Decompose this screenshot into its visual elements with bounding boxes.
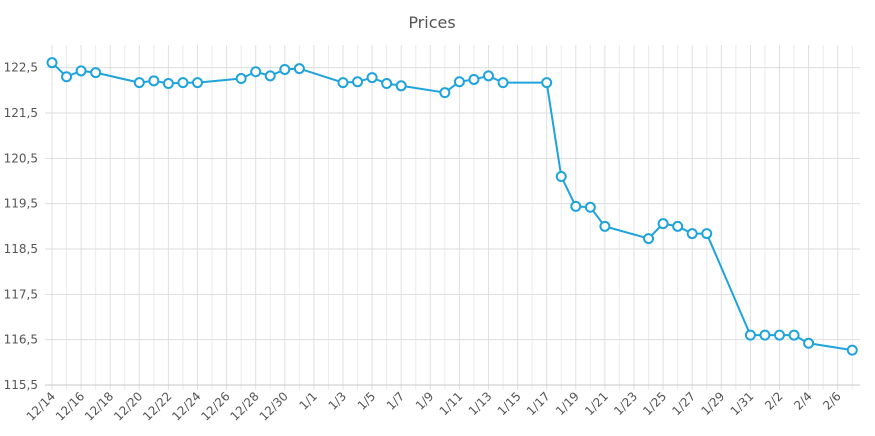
data-point[interactable] <box>61 71 73 83</box>
x-tick-label: 12/22 <box>140 389 174 423</box>
x-tick-label: 1/29 <box>698 389 727 418</box>
x-tick-label: 12/16 <box>53 389 87 423</box>
data-point[interactable] <box>46 57 58 69</box>
x-tick-label: 12/14 <box>24 389 58 423</box>
data-point[interactable] <box>468 73 480 85</box>
data-point[interactable] <box>541 77 553 89</box>
x-tick-label: 1/3 <box>326 389 350 413</box>
y-tick-label: 117,5 <box>4 287 38 301</box>
x-tick-label: 1/11 <box>437 389 466 418</box>
data-point[interactable] <box>846 344 858 356</box>
data-point[interactable] <box>235 73 247 85</box>
data-point[interactable] <box>759 329 771 341</box>
data-point[interactable] <box>584 201 596 213</box>
y-tick-label: 116,5 <box>4 333 38 347</box>
x-tick-label: 1/17 <box>524 389 553 418</box>
series-line <box>51 61 853 352</box>
x-tick-label: 1/23 <box>611 389 640 418</box>
y-tick-label: 120,5 <box>4 151 38 165</box>
data-point[interactable] <box>352 76 364 88</box>
x-tick-label: 1/7 <box>384 389 408 413</box>
data-point[interactable] <box>293 63 305 75</box>
data-point[interactable] <box>744 329 756 341</box>
x-tick-label: 1/5 <box>355 389 379 413</box>
x-tick-label: 1/9 <box>413 389 437 413</box>
x-tick-label: 1/31 <box>728 389 757 418</box>
data-point[interactable] <box>643 233 655 245</box>
x-tick-label: 12/30 <box>257 389 291 423</box>
data-point[interactable] <box>555 170 567 182</box>
x-tick-label: 2/4 <box>791 389 815 413</box>
data-point[interactable] <box>599 220 611 232</box>
x-tick-label: 12/24 <box>169 389 203 423</box>
x-tick-label: 1/19 <box>553 389 582 418</box>
data-point[interactable] <box>366 72 378 84</box>
series-prices <box>46 57 858 356</box>
data-point[interactable] <box>657 218 669 230</box>
x-tick-label: 1/15 <box>495 389 524 418</box>
data-point[interactable] <box>497 77 509 89</box>
data-point[interactable] <box>672 220 684 232</box>
data-point[interactable] <box>90 67 102 79</box>
x-tick-label: 1/1 <box>296 389 320 413</box>
data-point[interactable] <box>337 77 349 89</box>
x-tick-label: 12/20 <box>111 389 145 423</box>
data-point[interactable] <box>803 337 815 349</box>
chart-title: Prices <box>408 13 455 32</box>
data-point[interactable] <box>75 65 87 77</box>
data-point[interactable] <box>148 75 160 87</box>
data-point[interactable] <box>483 70 494 82</box>
x-tick-label: 12/18 <box>82 389 116 423</box>
data-point[interactable] <box>264 70 276 82</box>
data-point[interactable] <box>686 228 698 240</box>
data-point[interactable] <box>701 228 713 240</box>
data-point[interactable] <box>162 78 174 90</box>
data-point[interactable] <box>381 78 393 90</box>
data-point[interactable] <box>774 329 785 341</box>
y-tick-label: 122,5 <box>4 61 38 75</box>
x-tick-label: 2/2 <box>762 389 786 413</box>
data-point[interactable] <box>453 76 465 88</box>
data-point[interactable] <box>279 63 291 75</box>
x-tick-label: 2/6 <box>820 389 844 413</box>
y-axis: 115,5 116,5 117,5 118,5 119,5 120,5 121,5 122,5 <box>4 61 38 392</box>
x-axis: 12/1412/1612/1812/2012/2212/2412/2612/28… <box>24 389 844 423</box>
grid <box>45 45 860 390</box>
x-tick-label: 1/25 <box>640 389 669 418</box>
data-point[interactable] <box>395 80 407 92</box>
data-point[interactable] <box>250 66 262 78</box>
y-tick-label: 119,5 <box>4 197 38 211</box>
x-tick-label: 12/26 <box>198 389 232 423</box>
y-tick-label: 115,5 <box>4 378 38 392</box>
x-tick-label: 1/27 <box>669 389 698 418</box>
data-point[interactable] <box>192 77 203 89</box>
data-point[interactable] <box>133 77 145 89</box>
data-point[interactable] <box>439 87 451 99</box>
data-point[interactable] <box>788 329 800 341</box>
x-tick-label: 12/28 <box>227 389 261 423</box>
y-tick-label: 118,5 <box>4 242 38 256</box>
x-tick-label: 1/21 <box>582 389 611 418</box>
y-tick-label: 121,5 <box>4 106 38 120</box>
data-point[interactable] <box>177 77 189 89</box>
data-point[interactable] <box>570 200 582 212</box>
x-tick-label: 1/13 <box>466 389 495 418</box>
